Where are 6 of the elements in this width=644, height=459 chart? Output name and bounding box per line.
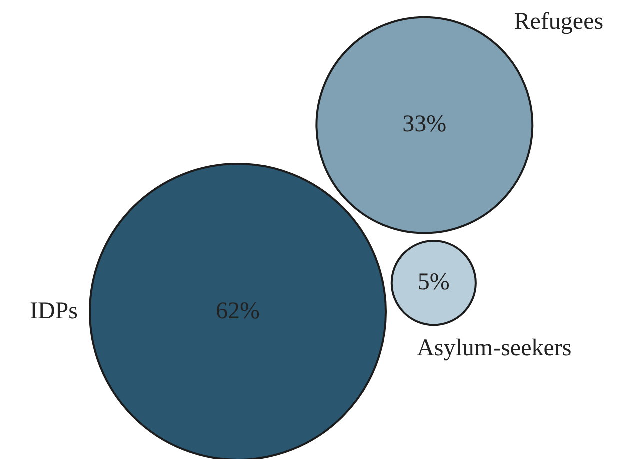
data-label: 62% <box>216 298 260 324</box>
category-label: Refugees <box>514 9 604 36</box>
data-label: 5% <box>418 269 450 296</box>
category-label: Asylum-seekers <box>417 335 572 362</box>
category-label: IDPs <box>30 298 78 324</box>
data-label: 33% <box>402 112 447 138</box>
